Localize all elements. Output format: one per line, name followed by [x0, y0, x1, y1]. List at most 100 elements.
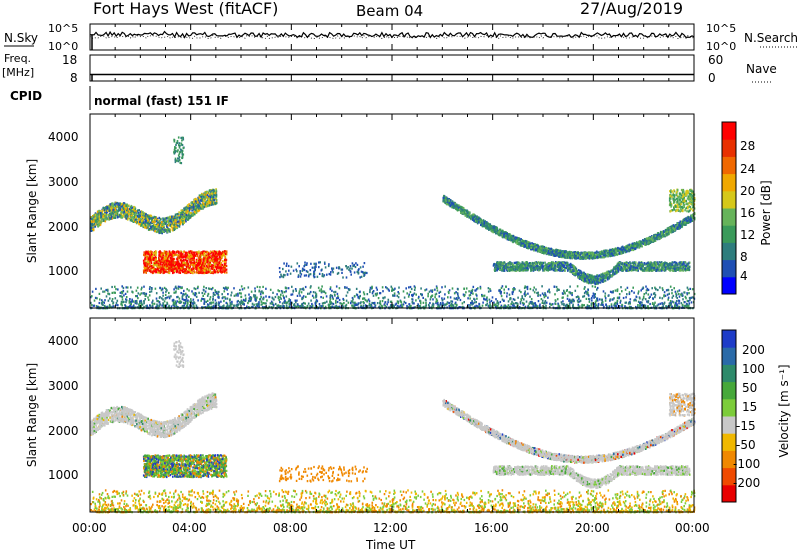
power-cell [184, 261, 187, 264]
power-cell [199, 255, 201, 258]
power-cell [633, 299, 635, 302]
power-cell [472, 302, 474, 305]
power-cell [156, 304, 159, 308]
power-cell [183, 259, 185, 262]
power-cell [324, 301, 326, 304]
power-cell [214, 271, 217, 274]
power-cell [102, 304, 104, 307]
power-cell [144, 256, 147, 259]
power-cell [556, 298, 559, 301]
power-cell [121, 292, 123, 295]
power-cell [413, 285, 416, 288]
power-cell [188, 203, 190, 206]
power-cell [161, 268, 164, 271]
power-cell [150, 217, 152, 220]
power-cell [211, 203, 213, 206]
power-cell [141, 224, 143, 227]
power-cell [153, 229, 155, 232]
power-cell [123, 204, 125, 207]
power-cell [145, 218, 147, 221]
power-cell [207, 293, 210, 296]
power-cell [353, 263, 355, 266]
power-cell [91, 290, 94, 293]
power-cell [111, 217, 113, 220]
power-cell [432, 305, 435, 308]
power-cell [175, 219, 178, 222]
power-cell [283, 301, 285, 304]
power-cell [159, 222, 162, 225]
power-cell [143, 259, 146, 263]
power-cell [363, 271, 365, 274]
power-cell [218, 258, 221, 261]
power-cell [176, 267, 178, 270]
power-cell [187, 218, 190, 221]
power-cell [91, 229, 94, 232]
power-cell [116, 204, 119, 207]
power-cell [347, 301, 350, 304]
power-cell [346, 267, 348, 270]
power-cell [177, 260, 180, 263]
power-cell [576, 285, 579, 288]
power-cell [124, 215, 126, 218]
power-cell [345, 265, 347, 268]
power-cell [218, 262, 220, 265]
power-cell [382, 297, 385, 300]
power-cell [613, 303, 616, 306]
power-cell [106, 218, 109, 221]
power-cell [237, 303, 240, 306]
power-cell [320, 296, 322, 299]
power-cell [250, 305, 253, 308]
power-cell [628, 305, 631, 308]
power-cell [280, 273, 282, 276]
power-cell [354, 301, 356, 304]
power-cell [158, 256, 160, 260]
power-cell [240, 292, 242, 295]
power-cell [278, 290, 280, 293]
power-cell [203, 272, 206, 275]
power-cell [218, 252, 220, 255]
power-cell [183, 293, 185, 296]
power-cell [329, 298, 332, 301]
power-cell [137, 297, 139, 300]
power-cell [135, 289, 138, 292]
power-cell [434, 293, 437, 296]
power-cell [147, 216, 150, 219]
power-cell [120, 303, 122, 306]
power-cell [192, 272, 194, 275]
noise-right-label: N.Search [744, 31, 798, 45]
power-cell [458, 296, 460, 299]
power-cell [330, 271, 332, 274]
power-cell [139, 300, 141, 303]
power-cell [166, 231, 169, 234]
power-cell [121, 216, 124, 219]
power-cell [399, 300, 402, 303]
power-cell [239, 301, 241, 304]
power-cell [454, 301, 457, 304]
power-cell [96, 223, 99, 226]
power-cell [161, 263, 163, 266]
power-cell [157, 300, 160, 303]
power-cell [193, 271, 196, 274]
power-cell [514, 302, 517, 305]
power-cell [331, 296, 334, 299]
power-cell [622, 296, 625, 300]
power-cell [223, 290, 226, 293]
power-cell [211, 201, 214, 204]
power-cell [588, 300, 591, 303]
power-cell [317, 286, 320, 289]
power-cell [199, 253, 202, 256]
power-cell [593, 296, 595, 299]
power-cell [178, 211, 180, 214]
power-cell [170, 269, 172, 273]
power-cell [250, 298, 252, 301]
power-cell [327, 264, 330, 268]
power-cell [499, 288, 501, 292]
power-cell [105, 215, 107, 218]
power-cell [535, 288, 537, 291]
power-cell [282, 267, 284, 271]
power-cell [536, 305, 539, 308]
power-cell [227, 286, 229, 289]
power-cell [321, 285, 323, 288]
power-cell [158, 258, 160, 261]
power-cell [224, 266, 226, 269]
